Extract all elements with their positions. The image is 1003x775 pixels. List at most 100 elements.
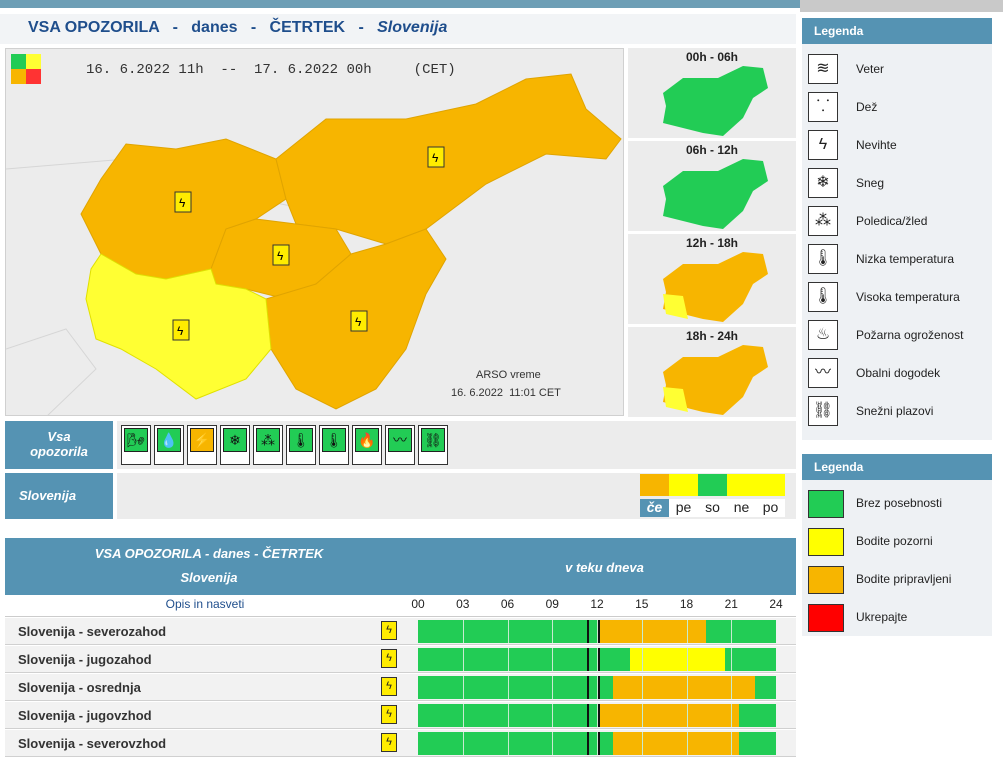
legend-label: Obalni dogodek (856, 366, 941, 380)
timeline-bar (418, 620, 776, 643)
table-title: VSA OPOZORILA - danes - ČETRTEK (94, 546, 324, 561)
obalni-icon: 〰 (388, 428, 412, 452)
warning-type-button[interactable]: 🌡 (319, 425, 349, 465)
table-row[interactable]: Slovenija - severovzhod ϟ (5, 730, 796, 757)
storm-icon[interactable]: ϟ (381, 733, 397, 752)
warning-type-button[interactable]: 🔥 (352, 425, 382, 465)
table-row[interactable]: Slovenija - osrednja ϟ (5, 674, 796, 701)
region-name: Slovenija - jugozahod (18, 652, 152, 667)
table-row[interactable]: Slovenija - jugozahod ϟ (5, 646, 796, 673)
grid-line (641, 648, 643, 671)
now-marker (586, 704, 589, 727)
top-bar-right (800, 0, 1003, 12)
timeline-bar (418, 648, 776, 671)
map-period: 16. 6.2022 11h -- 17. 6.2022 00h (CET) (86, 62, 456, 78)
day-color-po (756, 474, 785, 496)
warning-type-button[interactable]: ❄ (220, 425, 250, 465)
now-marker (586, 620, 589, 643)
nizka-temperaturaicon: 🌡 (808, 244, 838, 274)
grid-line (597, 732, 598, 755)
storm-icon[interactable]: ϟ (381, 649, 397, 668)
warning-type-button[interactable]: 〰 (385, 425, 415, 465)
advice-link[interactable]: Opis in nasveti (165, 597, 245, 611)
warning-type-button[interactable]: ⁂ (253, 425, 283, 465)
day-tab-ne[interactable]: ne (727, 499, 756, 517)
grid-line (507, 648, 509, 671)
de-icon: ⸪ (808, 92, 838, 122)
nevihteicon: ϟ (808, 130, 838, 160)
warning-type-button[interactable]: 💧 (154, 425, 184, 465)
now-marker (598, 732, 601, 755)
storm-icon[interactable]: ϟ (381, 621, 397, 640)
grid-line (641, 732, 643, 755)
warning-type-button[interactable]: ⚡ (187, 425, 217, 465)
period-0612[interactable]: 06h - 12h (628, 141, 796, 231)
now-marker (598, 704, 601, 727)
grid-line (731, 704, 733, 727)
day-tab-pe[interactable]: pe (669, 499, 698, 517)
grid-line (462, 676, 464, 699)
color-scale-icon (11, 54, 41, 84)
day-tab-če[interactable]: če (640, 499, 669, 517)
warning-type-button[interactable]: 🌡 (286, 425, 316, 465)
grid-line (731, 676, 733, 699)
svg-text:ϟ: ϟ (355, 315, 362, 329)
grid-line (552, 732, 554, 755)
grid-line (552, 676, 554, 699)
timeline-segment (598, 704, 739, 727)
day-color-so (698, 474, 727, 496)
warning-type-button[interactable]: ⛓ (418, 425, 448, 465)
snegicon: ❄ (808, 168, 838, 198)
grid-line (686, 676, 688, 699)
table-row[interactable]: Slovenija - jugovzhod ϟ (5, 702, 796, 729)
region-label[interactable]: Slovenija (5, 473, 113, 519)
hour-tick: 15 (635, 597, 649, 611)
now-marker (598, 620, 601, 643)
storm-icon[interactable]: ϟ (381, 677, 397, 696)
svg-text:ϟ: ϟ (179, 196, 186, 210)
period-label: 18h - 24h (685, 329, 739, 343)
storm-icon[interactable]: ϟ (381, 705, 397, 724)
legend-label: Požarna ogroženost (856, 328, 964, 342)
period-label: 12h - 18h (685, 236, 739, 250)
vetericon: ≋ (808, 54, 838, 84)
grid-line (597, 620, 598, 643)
warning-type-button[interactable]: 🌬 (121, 425, 151, 465)
legend-title-types: Legenda (802, 18, 992, 44)
timeline-bar (418, 732, 776, 755)
timeline-table: VSA OPOZORILA - danes - ČETRTEK Slovenij… (5, 538, 796, 766)
grid-line (686, 620, 688, 643)
warning-map[interactable]: ϟ ϟ ϟ ϟ ϟ 16. 6.2022 11h -- 17. 6.2022 0… (5, 48, 624, 416)
table-subtitle: Slovenija (180, 570, 238, 585)
period-1824[interactable]: 18h - 24h (628, 327, 796, 417)
legend-label: Veter (856, 62, 885, 76)
period-label: 00h - 06h (685, 50, 739, 64)
hour-tick: 12 (590, 597, 604, 611)
timeline-segment (598, 648, 630, 671)
now-marker (586, 648, 589, 671)
hour-tick: 00 (411, 597, 425, 611)
day-tab-so[interactable]: so (698, 499, 727, 517)
table-row[interactable]: Slovenija - severozahod ϟ (5, 618, 796, 645)
legend-title-levels: Legenda (802, 454, 992, 480)
grid-line (641, 704, 643, 727)
period-label: 06h - 12h (685, 143, 739, 157)
page-title: VSA OPOZORILA - danes - ČETRTEK - Sloven… (0, 14, 796, 44)
veter-icon: 🌬 (124, 428, 148, 452)
svg-text:ϟ: ϟ (277, 249, 284, 263)
all-warnings-label[interactable]: Vsa opozorila (5, 421, 113, 469)
grid-line (597, 704, 598, 727)
legend-label: Brez posebnosti (856, 496, 943, 510)
table-header: VSA OPOZORILA - danes - ČETRTEK Slovenij… (5, 538, 796, 595)
hour-tick: 09 (545, 597, 559, 611)
grid-line (731, 648, 733, 671)
hour-tick: 06 (500, 597, 515, 611)
period-0006[interactable]: 00h - 06h (628, 48, 796, 138)
day-tab-po[interactable]: po (756, 499, 785, 517)
grid-line (462, 620, 464, 643)
period-1218[interactable]: 12h - 18h (628, 234, 796, 324)
poledica-ledicon: ⁂ (808, 206, 838, 236)
legend-label: Bodite pozorni (856, 534, 933, 548)
nizka-temp-icon: 🌡 (289, 428, 313, 452)
legend-swatch (808, 490, 844, 518)
